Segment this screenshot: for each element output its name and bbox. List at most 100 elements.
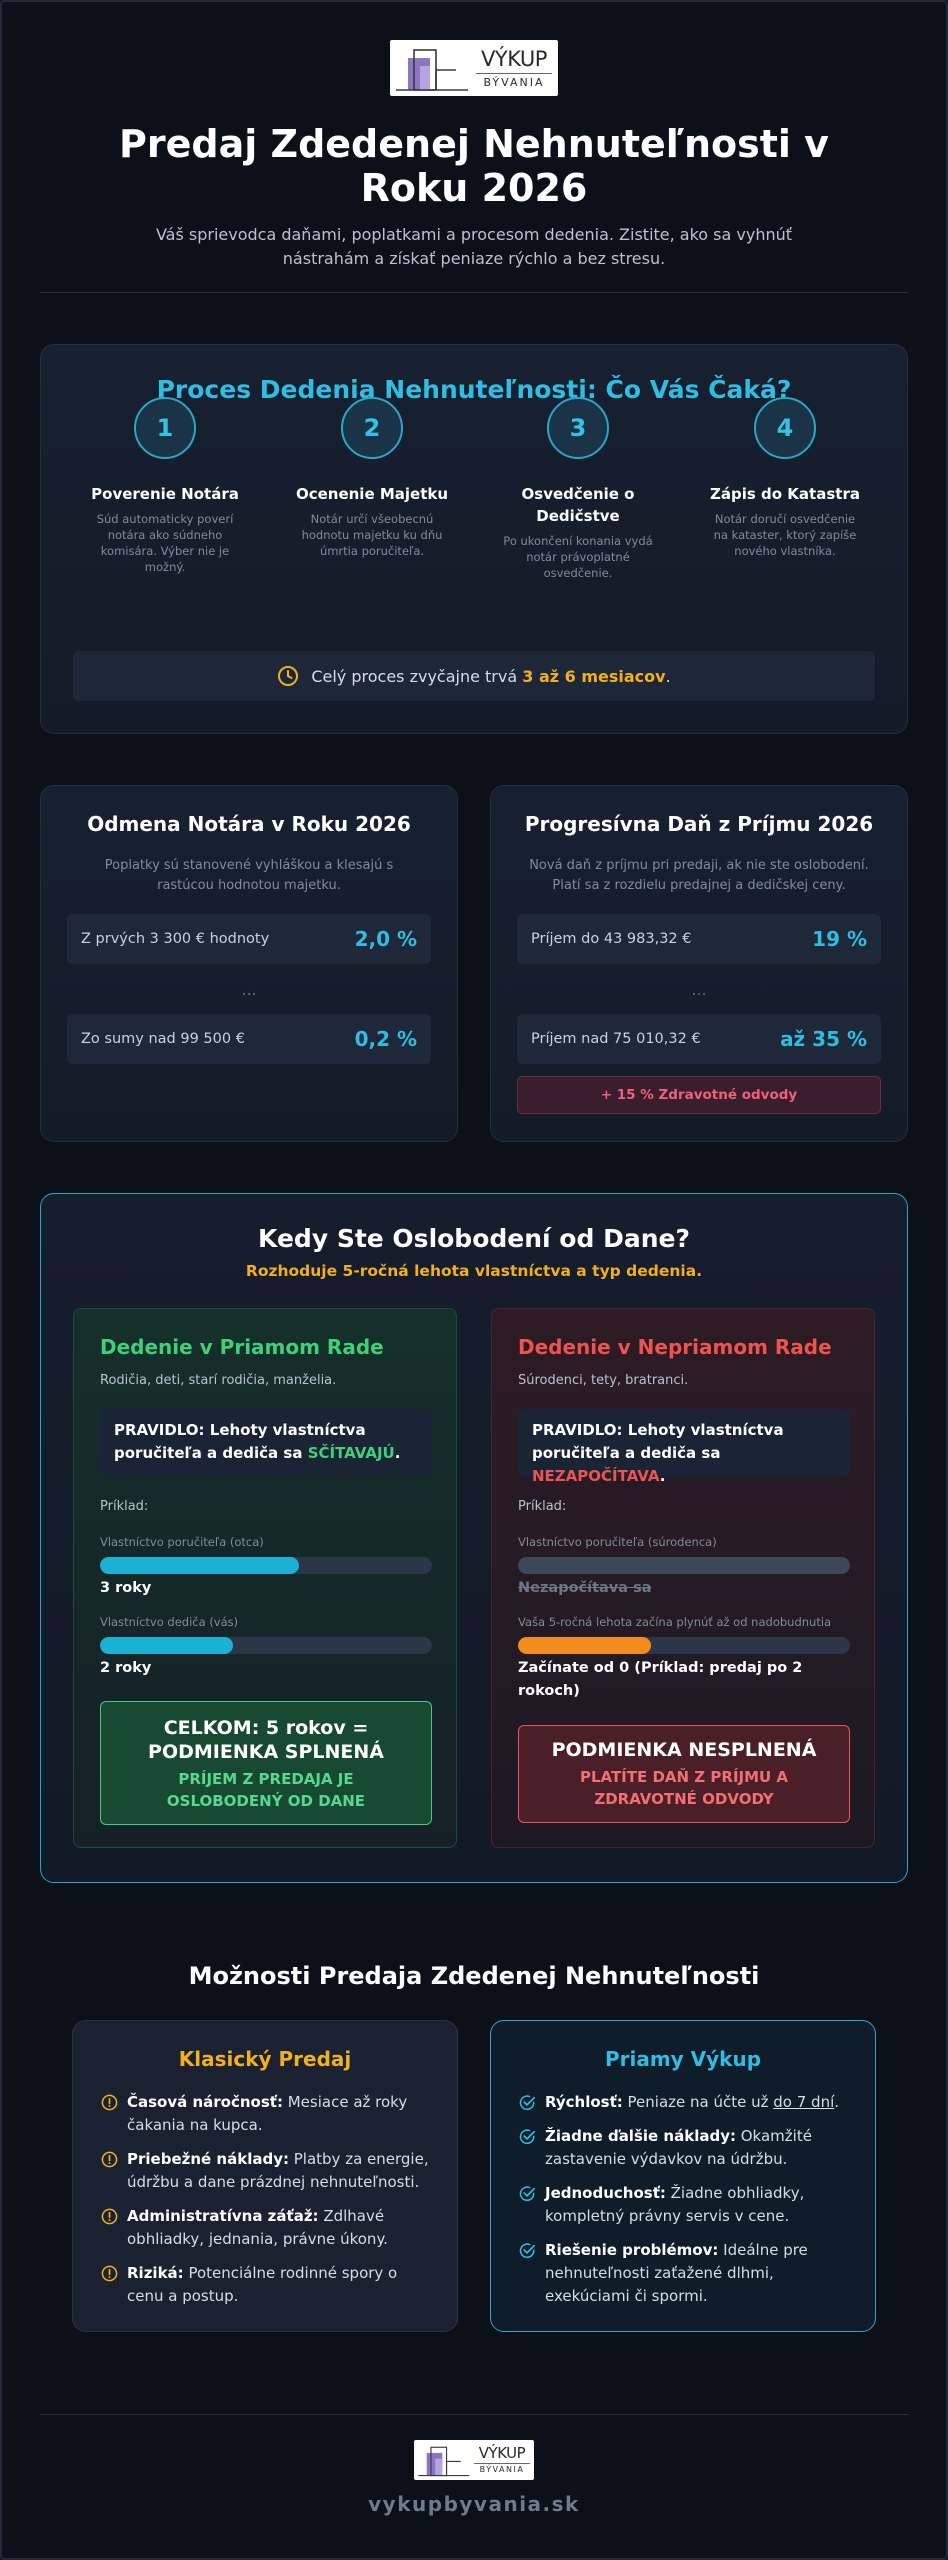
alert-circle-icon (101, 2094, 118, 2111)
direct-rule: PRAVIDLO: Lehoty vlastníctva poručiteľa … (100, 1409, 432, 1477)
classic-item-4-bold: Riziká: (127, 2264, 184, 2282)
step-title-2: Ocenenie Majetku (295, 485, 449, 503)
notary-row-1-label: Z prvých 3 300 € hodnoty (81, 931, 270, 947)
clock-icon (278, 666, 299, 686)
step-title-1: Poverenie Notára (91, 485, 239, 503)
indirect-bar1 (518, 1557, 850, 1574)
indirect-line-panel: Dedenie v Nepriamom Rade Súrodenci, tety… (491, 1308, 875, 1848)
alert-circle-icon (101, 2265, 118, 2282)
indirect-bar1-value: Nezapočítava sa (518, 1580, 652, 1596)
buyout-item-1-underline: do 7 dní (773, 2093, 835, 2111)
buyout-item-4-bold: Riešenie problémov: (545, 2241, 719, 2259)
indirect-result-title: PODMIENKA NESPLNENÁ (551, 1739, 817, 1761)
classic-item-3: Administratívna záťaž: Zdlhavé obhliadky… (101, 2205, 433, 2251)
tax-row-1-value: 19 % (812, 927, 867, 951)
notary-dots: ... (241, 980, 257, 999)
alert-circle-icon (101, 2151, 118, 2168)
direct-rule-highlight: SČÍTAVAJÚ (307, 1444, 395, 1462)
notary-row-1: Z prvých 3 300 € hodnoty 2,0 % (67, 914, 431, 964)
classic-item-2-bold: Priebežné náklady: (127, 2150, 289, 2168)
process-section: Proces Dedenia Nehnuteľnosti: Čo Vás Čak… (40, 344, 908, 734)
direct-who: Rodičia, deti, starí rodičia, manželia. (100, 1373, 337, 1388)
process-step-3: 3 Osvedčenie o Dedičstve Po ukončení kon… (488, 397, 668, 581)
classic-item-2: Priebežné náklady: Platby za energie, úd… (101, 2148, 433, 2194)
step-title-4: Zápis do Katastra (710, 485, 860, 503)
direct-bar2-fill (100, 1637, 233, 1654)
process-title: Proces Dedenia Nehnuteľnosti: Čo Vás Čak… (156, 375, 792, 404)
tax-title: Progresívna Daň z Príjmu 2026 (524, 812, 874, 836)
step-desc-2: Notár určí všeobecnú hodnotu majetku ku … (301, 512, 443, 558)
footer-divider (40, 2414, 908, 2415)
classic-title: Klasický Predaj (178, 2047, 352, 2071)
step-desc-4: Notár doručí osvedčenie na kataster, kto… (713, 512, 857, 558)
direct-result-sub: PRÍJEM Z PREDAJA JE OSLOBODENÝ OD DANE (166, 1770, 366, 1810)
alert-circle-icon (101, 2208, 118, 2225)
buyout-item-3-text: Žiadne obhliadky, kompletný právny servi… (545, 2184, 805, 2225)
buyout-item-2-bold: Žiadne ďalšie náklady: (545, 2127, 736, 2145)
exemption-subtitle: Rozhoduje 5-ročná lehota vlastníctva a t… (245, 1262, 703, 1280)
classic-item-1: Časová náročnosť: Mesiace až roky čakani… (101, 2091, 433, 2137)
classic-item-3-bold: Administratívna záťaž: (127, 2207, 319, 2225)
tax-dots: ... (691, 980, 707, 999)
header-divider (40, 292, 908, 293)
check-circle-icon (519, 2095, 535, 2110)
buyout-item-1-end: . (834, 2093, 840, 2111)
step-number-4: 4 (754, 397, 816, 459)
direct-bar1-label: Vlastníctvo poručiteľa (otca) (100, 1535, 264, 1549)
direct-line-panel: Dedenie v Priamom Rade Rodičia, deti, st… (73, 1308, 457, 1848)
tax-row-2-label: Príjem nad 75 010,32 € (531, 1031, 701, 1047)
notary-row-2-label: Zo sumy nad 99 500 € (81, 1031, 245, 1047)
footer-logo[interactable]: VÝKUP BÝVANIA (414, 2440, 534, 2480)
notary-title: Odmena Notára v Roku 2026 (87, 812, 411, 836)
direct-bar2 (100, 1637, 432, 1654)
indirect-result: PODMIENKA NESPLNENÁ PLATÍTE DAŇ Z PRÍJMU… (518, 1725, 850, 1823)
duration-suffix: . (665, 666, 671, 686)
check-circle-icon (519, 2243, 535, 2258)
notary-desc: Poplatky sú stanovené vyhláškou a klesaj… (104, 858, 394, 893)
direct-result-title: CELKOM: 5 rokov = PODMIENKA SPLNENÁ (148, 1717, 384, 1763)
step-number-2: 2 (341, 397, 403, 459)
direct-bar1 (100, 1557, 432, 1574)
indirect-result-sub: PLATÍTE DAŇ Z PRÍJMU A ZDRAVOTNÉ ODVODY (579, 1768, 789, 1808)
indirect-bar1-label: Vlastníctvo poručiteľa (súrodenca) (518, 1535, 717, 1549)
classic-item-3-text: Zdlhavé obhliadky, jednania, právne úkon… (127, 2207, 388, 2248)
duration-highlight: 3 až 6 mesiacov (522, 666, 666, 686)
header-logo[interactable]: VÝKUP BÝVANIA (390, 40, 558, 96)
classic-item-4-text: Potenciálne rodinné spory o cenu a postu… (127, 2264, 398, 2305)
tax-desc: Nová daň z príjmu pri predaji, ak nie st… (529, 858, 869, 893)
footer-site-link[interactable]: vykupbyvania.sk (368, 2492, 580, 2516)
logo-building-icon (414, 2440, 472, 2480)
direct-bar1-fill (100, 1557, 300, 1574)
buyout-item-1: Rýchlosť: Peniaze na účte už do 7 dní. (519, 2091, 851, 2114)
notary-row-2-value: 0,2 % (354, 1027, 417, 1051)
buyout-title: Priamy Výkup (604, 2047, 762, 2071)
page-title: Predaj Zdedenej Nehnuteľnosti v Roku 202… (119, 122, 829, 210)
indirect-bar2-value: Začínate od 0 (Príklad: predaj po 2 roko… (518, 1660, 803, 1699)
classic-sale-card: Klasický Predaj Časová náročnosť: Mesiac… (72, 2020, 458, 2332)
direct-buyout-card: Priamy Výkup Rýchlosť: Peniaze na účte u… (490, 2020, 876, 2332)
buyout-item-4-text: Ideálne pre nehnuteľnosti zaťažené dlhmi… (545, 2241, 808, 2305)
logo-building-icon (390, 40, 472, 96)
indirect-bar1-fill (518, 1557, 850, 1574)
direct-rule-prefix: PRAVIDLO: Lehoty vlastníctva poručiteľa … (114, 1421, 366, 1462)
exemption-section: Kedy Ste Oslobodení od Dane? Rozhoduje 5… (40, 1193, 908, 1883)
direct-bar2-label: Vlastníctvo dediča (vás) (100, 1615, 239, 1629)
tax-row-1: Príjem do 43 983,32 € 19 % (517, 914, 881, 964)
process-step-4: 4 Zápis do Katastra Notár doručí osvedče… (695, 397, 875, 559)
classic-item-1-text: Mesiace až roky čakania na kupca. (127, 2093, 408, 2134)
buyout-item-2: Žiadne ďalšie náklady: Okamžité zastaven… (519, 2125, 851, 2171)
tax-row-1-label: Príjem do 43 983,32 € (531, 931, 692, 947)
buyout-item-3: Jednoduchosť: Žiadne obhliadky, kompletn… (519, 2182, 851, 2228)
indirect-rule-suffix: . (659, 1467, 666, 1485)
income-tax-card: Progresívna Daň z Príjmu 2026 Nová daň z… (490, 785, 908, 1142)
check-circle-icon (519, 2186, 535, 2201)
step-title-3: Osvedčenie o Dedičstve (521, 485, 635, 525)
indirect-rule-highlight: NEZAPOČÍTAVA (532, 1467, 660, 1485)
indirect-rule: PRAVIDLO: Lehoty vlastníctva poručiteľa … (518, 1409, 850, 1485)
tax-row-2-value: až 35 % (780, 1027, 867, 1051)
step-number-1: 1 (134, 397, 196, 459)
buyout-item-1-bold: Rýchlosť: (545, 2093, 623, 2111)
tax-row-2: Príjem nad 75 010,32 € až 35 % (517, 1014, 881, 1064)
indirect-example-label: Príklad: (518, 1499, 567, 1514)
classic-item-2-text: Platby za energie, údržbu a dane prázdne… (127, 2150, 429, 2191)
